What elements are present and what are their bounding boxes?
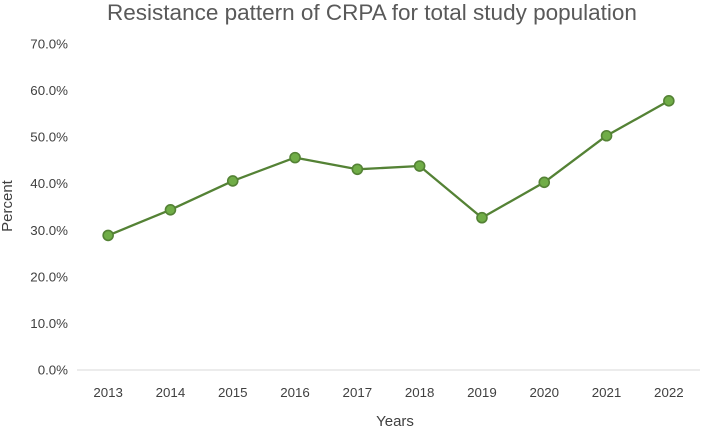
x-tick-label: 2018	[405, 385, 435, 400]
data-point-2015	[226, 175, 239, 187]
y-tick-label: 10.0%	[30, 316, 68, 331]
x-tick-label: 2013	[93, 385, 123, 400]
x-tick-label: 2016	[280, 385, 310, 400]
y-tick-label: 30.0%	[30, 223, 68, 238]
x-tick-label: 2021	[592, 385, 622, 400]
y-axis-title: Percent	[0, 179, 16, 232]
data-point-2014	[164, 203, 177, 216]
data-point-2016	[289, 151, 301, 164]
data-point-2013	[102, 229, 114, 242]
y-tick-label: 70.0%	[30, 37, 68, 52]
y-axis-ticks: 0.0% 10.0% 20.0% 30.0% 40.0% 50.0% 60.0% 70.0%	[30, 37, 68, 378]
data-point-2017	[351, 163, 364, 176]
x-tick-label: 2014	[156, 385, 186, 400]
x-tick-label: 2019	[467, 385, 497, 400]
series-line	[107, 99, 671, 237]
y-tick-label: 60.0%	[30, 83, 68, 98]
series-points	[102, 95, 675, 242]
data-point-2019	[476, 211, 488, 224]
data-point-2018	[413, 160, 426, 172]
y-tick-label: 20.0%	[30, 269, 68, 284]
x-tick-label: 2020	[529, 385, 559, 400]
chart-title: Resistance pattern of CRPA for total stu…	[107, 0, 637, 25]
data-point-2021	[600, 129, 613, 142]
y-tick-label: 50.0%	[30, 130, 68, 145]
data-point-2020	[538, 176, 551, 189]
x-axis-title: Years	[376, 413, 414, 427]
x-axis-ticks: 2013 2014 2015 2016 2017 2018 2019 2020 2021 2022	[93, 385, 683, 400]
x-tick-label: 2015	[218, 385, 248, 400]
y-tick-label: 40.0%	[30, 176, 68, 191]
y-tick-label: 0.0%	[38, 363, 68, 378]
data-point-2022	[663, 95, 675, 107]
x-tick-label: 2017	[343, 385, 373, 400]
x-tick-label: 2022	[654, 385, 684, 400]
